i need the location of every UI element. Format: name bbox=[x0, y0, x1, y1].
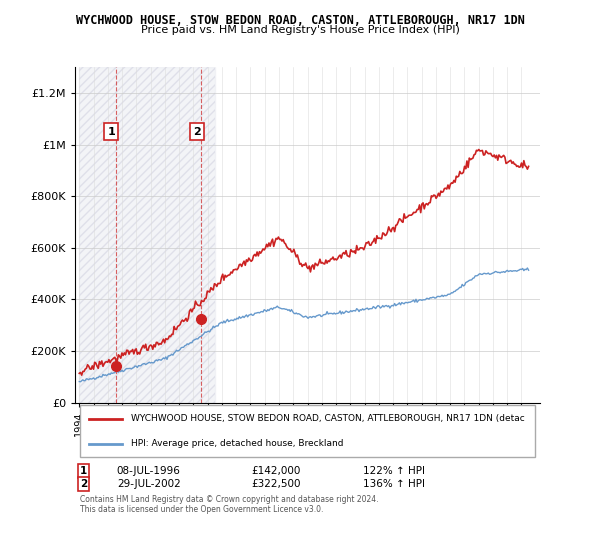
Text: 29-JUL-2002: 29-JUL-2002 bbox=[117, 479, 181, 489]
Bar bbox=[79, 67, 215, 403]
Bar bbox=[79, 67, 215, 403]
FancyBboxPatch shape bbox=[80, 405, 535, 457]
Text: HPI: Average price, detached house, Breckland: HPI: Average price, detached house, Brec… bbox=[131, 440, 343, 449]
Text: WYCHWOOD HOUSE, STOW BEDON ROAD, CASTON, ATTLEBOROUGH, NR17 1DN: WYCHWOOD HOUSE, STOW BEDON ROAD, CASTON,… bbox=[76, 14, 524, 27]
Text: 136% ↑ HPI: 136% ↑ HPI bbox=[364, 479, 425, 489]
Text: 2: 2 bbox=[80, 479, 87, 489]
Text: 2: 2 bbox=[193, 127, 201, 137]
Text: 08-JUL-1996: 08-JUL-1996 bbox=[117, 466, 181, 476]
Text: Contains HM Land Registry data © Crown copyright and database right 2024.
This d: Contains HM Land Registry data © Crown c… bbox=[80, 494, 378, 514]
Text: £322,500: £322,500 bbox=[252, 479, 301, 489]
Text: £142,000: £142,000 bbox=[252, 466, 301, 476]
Text: 1: 1 bbox=[80, 466, 87, 476]
Text: 122% ↑ HPI: 122% ↑ HPI bbox=[364, 466, 425, 476]
Text: WYCHWOOD HOUSE, STOW BEDON ROAD, CASTON, ATTLEBOROUGH, NR17 1DN (detac: WYCHWOOD HOUSE, STOW BEDON ROAD, CASTON,… bbox=[131, 414, 524, 423]
Text: Price paid vs. HM Land Registry's House Price Index (HPI): Price paid vs. HM Land Registry's House … bbox=[140, 25, 460, 35]
Text: 1: 1 bbox=[107, 127, 115, 137]
